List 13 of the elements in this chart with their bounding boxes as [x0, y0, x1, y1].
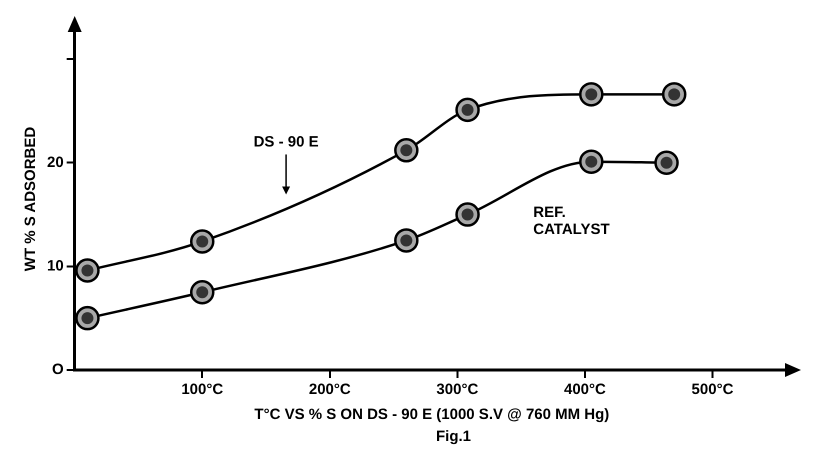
y-tick-label: O	[52, 361, 64, 378]
x-tick-label: 300°C	[436, 381, 478, 398]
x-tick-label: 200°C	[308, 381, 351, 398]
y-tick-label: 10	[46, 258, 64, 275]
caption: Fig.1	[434, 428, 472, 445]
y-tick-label: 20	[46, 154, 64, 171]
x-tick-label: 400°C	[564, 381, 606, 398]
x-tick-label: 100°C	[181, 381, 224, 398]
text: DS - 90 E	[254, 134, 319, 151]
x-axis-title: T°C VS % S ON DS - 90 E (1000 S.V @ 760 MM Hg)	[254, 406, 610, 424]
series-label: REF. CATALYST	[533, 204, 610, 238]
y-axis-title: WT % S ADSORBED	[22, 126, 40, 272]
x-tick-label: 500°C	[692, 381, 734, 398]
